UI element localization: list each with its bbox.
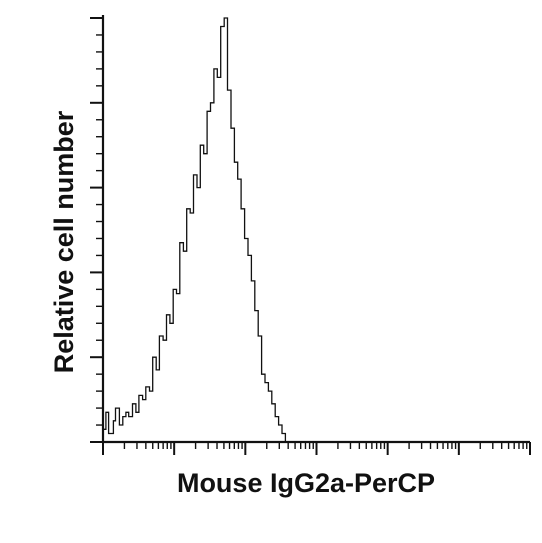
y-axis-ticks (90, 17, 103, 443)
x-axis-ticks (102, 442, 531, 455)
histogram-line (103, 17, 287, 442)
y-axis-label: Relative cell number (49, 110, 79, 373)
x-axis-label: Mouse IgG2a-PerCP (177, 468, 435, 498)
